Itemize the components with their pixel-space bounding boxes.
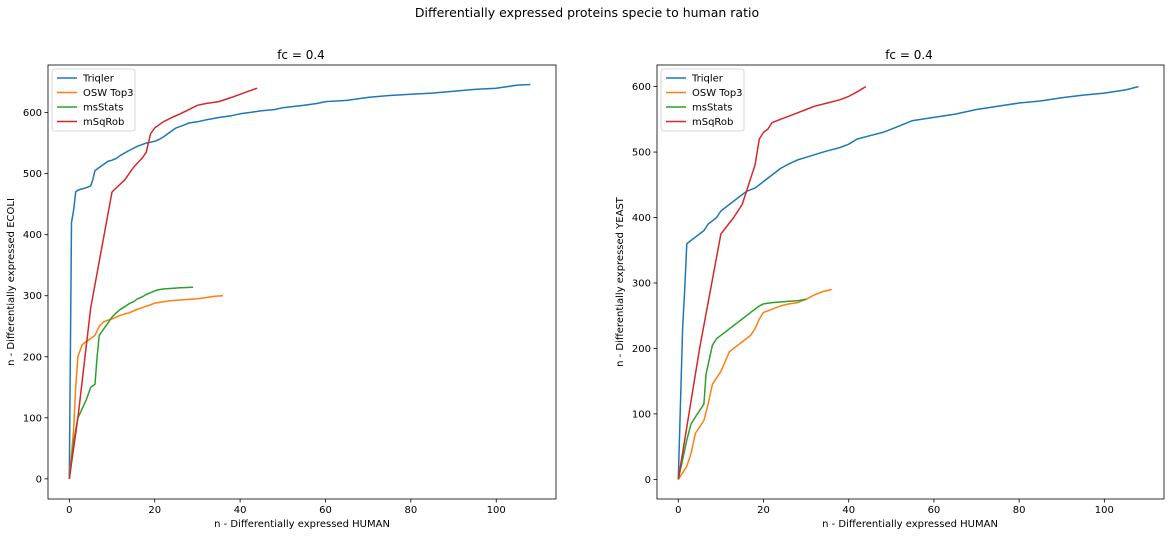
legend-label-msqrob: mSqRob xyxy=(692,117,733,128)
y-tick-label: 400 xyxy=(23,230,42,241)
y-tick-label: 0 xyxy=(36,474,42,485)
chart-panel-ecoli: fc = 0.4 0 20 40 60 80 100 0 100 200 300 400 500 600… xyxy=(6,48,557,530)
legend: Triqler OSW Top3 msStats mSqRob xyxy=(660,68,745,132)
y-tick-label: 500 xyxy=(632,148,651,159)
legend-label-triqler: Triqler xyxy=(82,74,115,85)
x-tick-label: 0 xyxy=(675,505,681,516)
x-tick-label: 80 xyxy=(404,505,417,516)
series-line-triqler xyxy=(68,83,531,479)
plot-frame xyxy=(47,64,557,500)
series-line-msstats xyxy=(677,298,807,480)
series-layer xyxy=(68,83,531,480)
series-line-msqrob xyxy=(68,87,258,480)
series-line-triqler xyxy=(677,85,1139,480)
legend-label-msstats: msStats xyxy=(83,103,123,114)
y-tick-label: 200 xyxy=(632,344,651,355)
x-tick-label: 0 xyxy=(66,505,72,516)
x-tick-label: 20 xyxy=(148,505,161,516)
plot-frame xyxy=(656,64,1165,500)
x-tick-label: 60 xyxy=(928,505,941,516)
y-tick-label: 100 xyxy=(23,413,42,424)
x-tick-label: 100 xyxy=(487,505,506,516)
legend-label-msstats: msStats xyxy=(692,103,732,114)
x-tick-label: 40 xyxy=(842,505,855,516)
legend-label-triqler: Triqler xyxy=(691,74,724,85)
chart-panel-yeast: fc = 0.4 0 20 40 60 80 100 0 100 200 300 400 500 600… xyxy=(615,48,1165,530)
y-tick-label: 300 xyxy=(23,291,42,302)
y-axis-label: n - Differentially expressed ECOLI xyxy=(6,198,17,366)
legend: Triqler OSW Top3 msStats mSqRob xyxy=(51,68,136,132)
x-tick-label: 40 xyxy=(234,505,247,516)
series-line-osw-top3 xyxy=(68,294,224,479)
axis-ticks: 0 20 40 60 80 100 0 100 200 300 400 500 600 xyxy=(23,108,506,516)
y-tick-label: 500 xyxy=(23,169,42,180)
legend-box xyxy=(51,68,136,132)
figure-suptitle: Differentially expressed proteins specie… xyxy=(415,5,759,20)
legend-label-osw-top3: OSW Top3 xyxy=(83,88,134,99)
legend-label-osw-top3: OSW Top3 xyxy=(692,88,743,99)
y-tick-label: 200 xyxy=(23,352,42,363)
panel-title: fc = 0.4 xyxy=(277,48,325,62)
y-tick-label: 100 xyxy=(632,409,651,420)
series-line-msqrob xyxy=(677,85,867,480)
series-layer xyxy=(677,85,1139,480)
series-line-msstats xyxy=(68,286,194,479)
legend-box xyxy=(660,68,745,132)
y-tick-label: 0 xyxy=(645,475,651,486)
series-line-osw-top3 xyxy=(677,288,832,480)
legend-label-msqrob: mSqRob xyxy=(83,117,124,128)
axis-ticks: 0 20 40 60 80 100 0 100 200 300 400 500 600 xyxy=(632,82,1114,516)
y-axis-label: n - Differentially expressed YEAST xyxy=(615,196,626,367)
panel-title: fc = 0.4 xyxy=(885,48,933,62)
x-tick-label: 20 xyxy=(757,505,770,516)
x-axis-label: n - Differentially expressed HUMAN xyxy=(214,519,390,530)
x-axis-label: n - Differentially expressed HUMAN xyxy=(822,519,998,530)
y-tick-label: 300 xyxy=(632,278,651,289)
y-tick-label: 600 xyxy=(23,108,42,119)
x-tick-label: 100 xyxy=(1095,505,1114,516)
x-tick-label: 60 xyxy=(319,505,332,516)
y-tick-label: 400 xyxy=(632,213,651,224)
y-tick-label: 600 xyxy=(632,82,651,93)
x-tick-label: 80 xyxy=(1013,505,1026,516)
